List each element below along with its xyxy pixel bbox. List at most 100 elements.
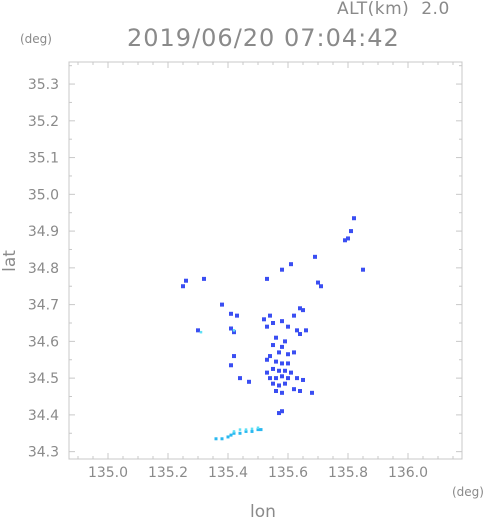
y-tick-label: 34.3 <box>28 445 59 461</box>
echo-point <box>280 267 284 272</box>
echo-point <box>361 267 365 272</box>
echo-point <box>250 427 254 431</box>
echo-point <box>229 433 233 437</box>
echo-point <box>196 328 200 333</box>
echo-point <box>268 376 272 381</box>
echo-point <box>238 428 242 431</box>
echo-point <box>298 388 302 393</box>
alt-value: 2.0 <box>421 0 450 19</box>
echo-point <box>280 344 284 349</box>
echo-point <box>301 308 305 313</box>
echo-point <box>274 359 278 364</box>
echo-point <box>283 381 287 386</box>
echo-point <box>298 332 302 337</box>
plot-frame <box>68 61 463 460</box>
echo-point <box>262 317 266 322</box>
echo-point <box>280 409 284 414</box>
x-axis-label: lon <box>250 502 276 522</box>
echo-point <box>319 284 323 289</box>
y-tick-label: 35.2 <box>28 114 59 130</box>
echo-point <box>271 366 275 371</box>
echo-point <box>316 280 320 285</box>
echo-point <box>277 368 281 373</box>
echo-point <box>286 352 290 357</box>
echo-point <box>280 374 284 379</box>
echo-point <box>283 368 287 373</box>
echo-point <box>274 376 278 381</box>
x-tick-label: 135.8 <box>328 465 368 481</box>
echo-point <box>286 376 290 381</box>
echo-point <box>304 328 308 333</box>
echo-point <box>238 376 242 381</box>
echo-point <box>295 328 299 333</box>
echo-point <box>274 388 278 393</box>
y-tick-label: 34.4 <box>28 408 59 424</box>
echo-point <box>229 326 233 331</box>
echo-point <box>244 429 248 433</box>
y-tick-label: 34.6 <box>28 334 59 350</box>
echo-point <box>274 335 278 340</box>
echo-point <box>247 379 251 384</box>
y-tick-label: 34.7 <box>28 298 59 314</box>
echo-point <box>277 383 281 388</box>
echo-point <box>265 276 269 281</box>
echo-point <box>301 377 305 382</box>
echo-point <box>268 354 272 359</box>
echo-point <box>238 431 242 435</box>
echo-point <box>277 411 281 416</box>
echo-point <box>343 238 347 243</box>
echo-point <box>292 387 296 392</box>
y-unit-label: (deg) <box>20 32 52 46</box>
echo-point <box>229 311 233 316</box>
echo-point <box>280 390 284 395</box>
echo-point <box>280 361 284 366</box>
echo-point <box>289 262 293 267</box>
echo-point <box>271 320 275 325</box>
echo-point <box>250 429 254 433</box>
echo-point <box>286 324 290 329</box>
echo-point <box>199 330 203 334</box>
echo-point <box>346 236 350 241</box>
echo-point <box>229 363 233 368</box>
echo-point <box>268 313 272 318</box>
echo-point <box>295 376 299 381</box>
echo-point <box>184 278 188 283</box>
y-tick-label: 34.9 <box>28 224 59 240</box>
alt-label-text: ALT(km) <box>337 0 410 19</box>
echo-point <box>286 361 290 366</box>
x-tick-label: 135.4 <box>208 465 248 481</box>
x-tick-label: 135.0 <box>88 465 128 481</box>
echo-point <box>283 339 287 344</box>
echo-point <box>292 313 296 318</box>
echo-point <box>232 330 236 335</box>
echo-point <box>226 435 230 439</box>
echo-point <box>181 284 185 289</box>
timestamp: 2019/06/20 07:04:42 <box>127 24 400 52</box>
echo-point <box>220 437 224 441</box>
echo-point <box>232 354 236 359</box>
y-tick-label: 35.1 <box>28 151 59 167</box>
echo-point <box>313 254 317 259</box>
y-tick-label: 35.0 <box>28 187 59 203</box>
x-unit-label: (deg) <box>452 485 484 499</box>
x-tick-label: 135.2 <box>148 465 188 481</box>
echo-point <box>232 430 236 433</box>
echo-point <box>265 370 269 375</box>
y-tick-label: 34.5 <box>28 371 59 387</box>
echo-point <box>277 350 281 355</box>
echo-point <box>256 426 260 430</box>
echo-point <box>271 343 275 348</box>
echo-point <box>292 350 296 355</box>
echo-points <box>181 216 365 441</box>
echo-point <box>214 437 218 441</box>
echo-point <box>265 357 269 362</box>
x-tick-label: 136.0 <box>388 465 428 481</box>
echo-point <box>289 370 293 375</box>
echo-point <box>310 390 314 395</box>
echo-point <box>232 431 236 435</box>
echo-point <box>259 428 263 432</box>
y-tick-label: 34.8 <box>28 261 59 277</box>
echo-point <box>235 313 239 318</box>
alt-label: ALT(km) 2.0 <box>337 0 450 19</box>
